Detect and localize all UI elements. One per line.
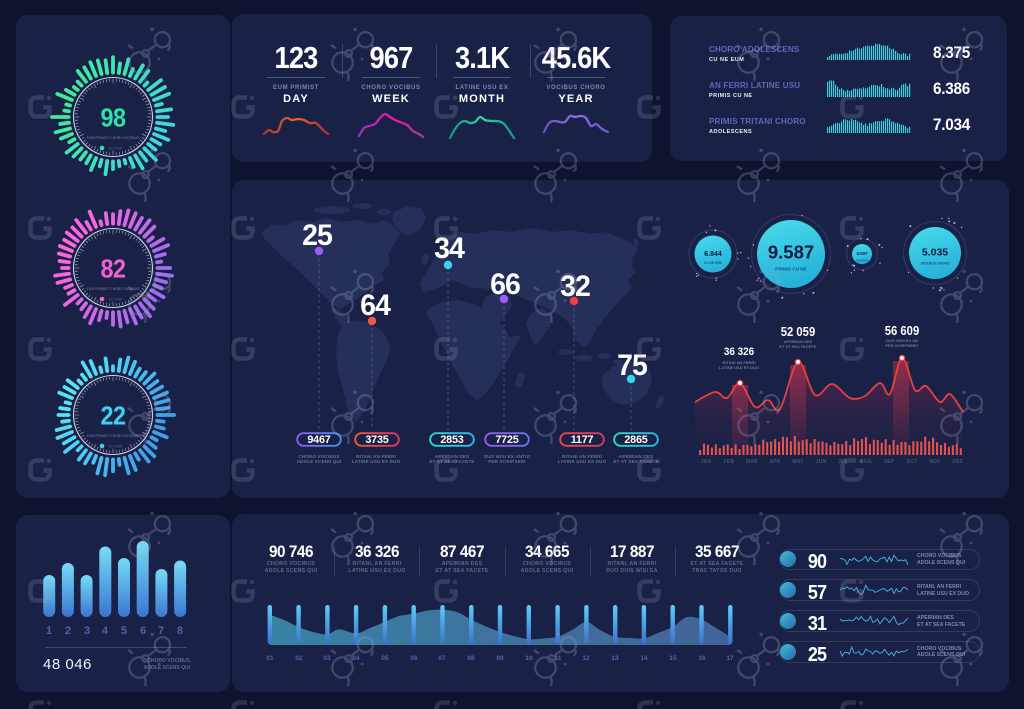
svg-text:EUM PRIMIST CHORO DICEBUS: EUM PRIMIST CHORO DICEBUS <box>87 434 141 438</box>
svg-text:2865: 2865 <box>624 434 647 446</box>
svg-text:3.007: 3.007 <box>856 251 868 256</box>
svg-text:DICEBUS: DICEBUS <box>856 260 868 263</box>
svg-text:EUM PRIMIST CHORO DICEBUS: EUM PRIMIST CHORO DICEBUS <box>87 287 141 291</box>
svg-text:EUM PRIMIST CHORO DICEBUS: EUM PRIMIST CHORO DICEBUS <box>87 136 141 140</box>
svg-text:9.587: 9.587 <box>768 242 814 263</box>
svg-text:EU PRIM: EU PRIM <box>109 445 123 449</box>
svg-text:5.035: 5.035 <box>922 247 948 259</box>
svg-text:98: 98 <box>100 104 125 132</box>
svg-text:EU PRIM: EU PRIM <box>109 147 123 151</box>
svg-text:CU NE EUM: CU NE EUM <box>704 261 722 265</box>
svg-text:1177: 1177 <box>571 434 594 446</box>
svg-text:9467: 9467 <box>307 434 330 446</box>
svg-text:2853: 2853 <box>440 434 463 446</box>
svg-text:82: 82 <box>100 255 125 283</box>
svg-text:PRIMIS CU NE: PRIMIS CU NE <box>775 267 806 272</box>
svg-text:6.844: 6.844 <box>704 251 722 258</box>
svg-text:3735: 3735 <box>365 434 388 446</box>
svg-text:22: 22 <box>100 402 125 430</box>
svg-text:EU PRIM: EU PRIM <box>109 298 123 302</box>
svg-text:DICEBUS CHORO: DICEBUS CHORO <box>921 262 950 266</box>
svg-text:7725: 7725 <box>495 434 518 446</box>
